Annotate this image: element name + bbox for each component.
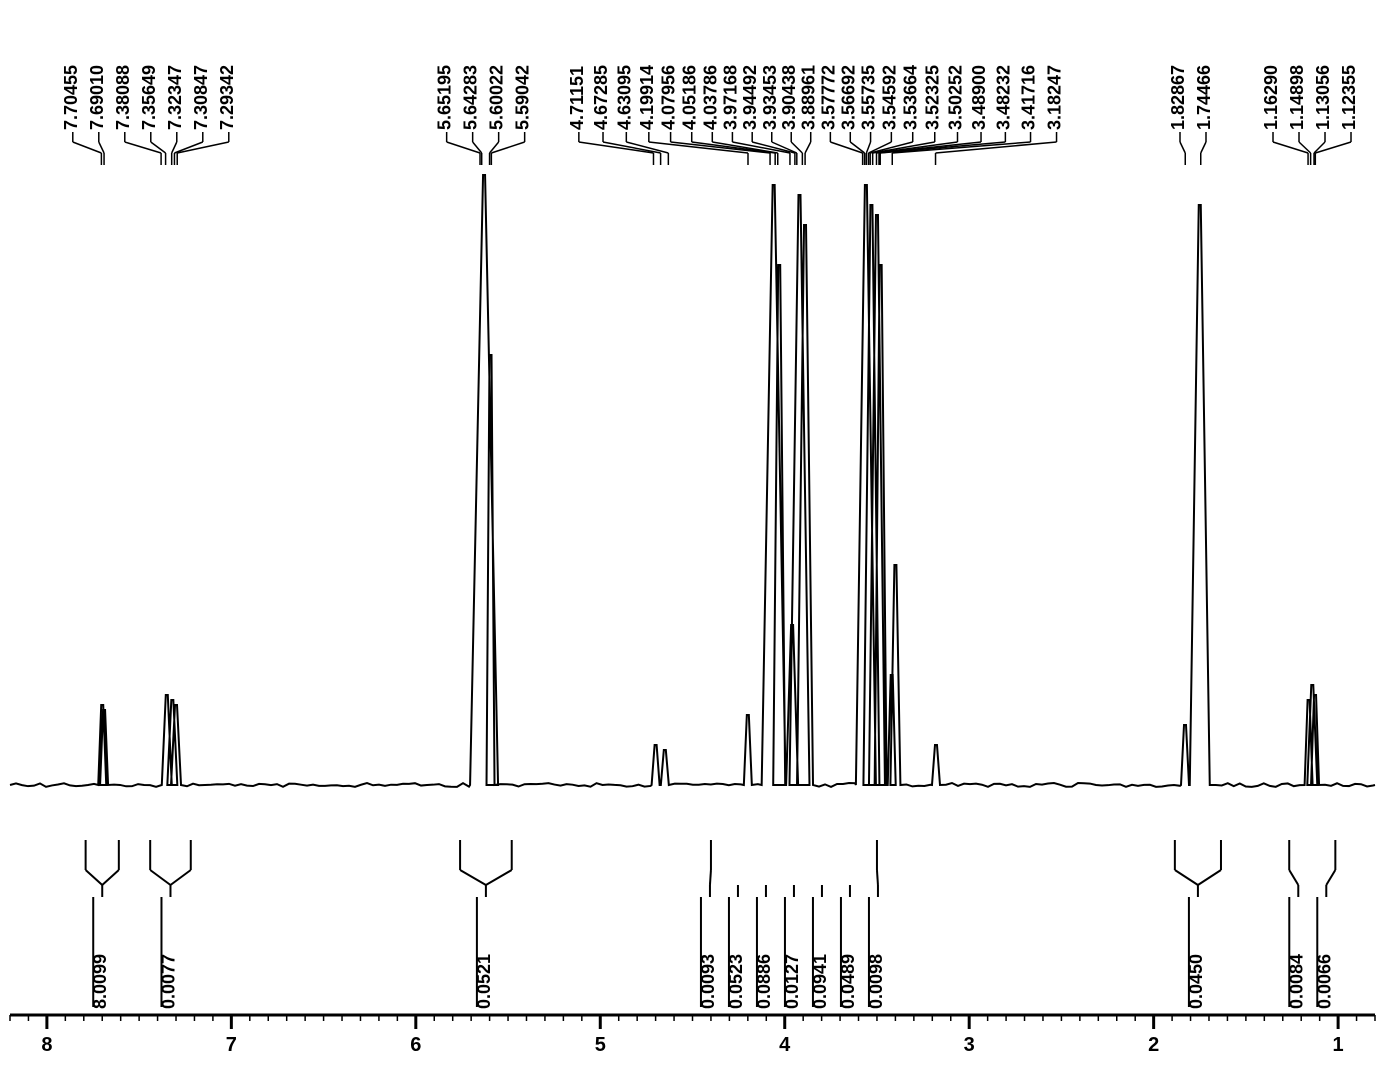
integral-label: 0.0077	[158, 954, 178, 1009]
integral-label: 8.0099	[90, 954, 110, 1009]
peak-label: 7.30847	[191, 65, 211, 130]
integral-bracket	[710, 870, 711, 885]
peak-label-guide	[177, 142, 229, 153]
integral-label: 0.0127	[782, 954, 802, 1009]
integral-bracket	[170, 870, 190, 885]
peak-label: 1.13056	[1313, 65, 1333, 130]
peak-label: 4.05186	[680, 65, 700, 130]
integral-bracket	[1198, 870, 1221, 885]
x-tick-label: 1	[1333, 1034, 1344, 1056]
peak-label: 5.60022	[487, 65, 507, 130]
x-tick-label: 7	[226, 1034, 237, 1056]
peak-label: 3.88961	[799, 65, 819, 130]
integral-bracket	[486, 870, 512, 885]
peak-label: 5.65195	[435, 65, 455, 130]
integral-bracket	[1289, 870, 1298, 885]
x-tick-label: 4	[779, 1034, 791, 1056]
peak-label: 3.90438	[779, 65, 799, 130]
x-tick-label: 2	[1148, 1034, 1159, 1056]
peak-label: 7.35649	[139, 65, 159, 130]
integral-label: 0.0066	[1314, 954, 1334, 1009]
peak-label-guide	[1315, 142, 1351, 153]
integral-label: 0.0084	[1286, 954, 1306, 1009]
peak-label: 4.71151	[567, 66, 587, 130]
peak-label-guide	[125, 142, 161, 153]
integral-bracket	[102, 870, 119, 885]
integral-label: 0.0886	[754, 954, 774, 1009]
peak-label: 3.57772	[818, 65, 838, 130]
peak-label: 1.82867	[1168, 65, 1188, 130]
integral-bracket	[150, 870, 170, 885]
peak-label: 1.16290	[1261, 65, 1281, 130]
integral-label: 0.0489	[838, 954, 858, 1009]
peak-label-guide	[805, 142, 811, 153]
peak-label: 3.94492	[740, 65, 760, 130]
peak-label: 3.18247	[1045, 65, 1065, 130]
integral-label: 0.0521	[474, 954, 494, 1009]
peak-label: 3.48900	[969, 65, 989, 130]
peak-label: 5.64283	[461, 65, 481, 130]
peak-label: 3.41716	[1019, 65, 1039, 130]
peak-label-guide	[866, 142, 870, 153]
peak-label: 3.50252	[945, 65, 965, 130]
peak-label: 7.29342	[217, 65, 237, 130]
x-tick-label: 8	[41, 1034, 52, 1056]
peak-label: 7.70455	[61, 65, 81, 130]
peak-label: 3.48232	[993, 65, 1013, 130]
peak-label: 7.32347	[165, 65, 185, 130]
peak-label-guide	[73, 142, 102, 153]
peak-label-guide	[579, 142, 654, 153]
integral-label: 0.0941	[810, 954, 830, 1009]
integral-bracket	[1326, 870, 1335, 885]
integral-bracket	[86, 870, 103, 885]
peak-label-guide	[1273, 142, 1308, 153]
integral-bracket	[877, 870, 878, 885]
peak-label: 4.67285	[591, 65, 611, 130]
spectrum-trace	[10, 175, 1375, 787]
x-tick-label: 3	[964, 1034, 975, 1056]
integral-label: 0.0098	[866, 954, 886, 1009]
integral-label: 0.0093	[698, 954, 718, 1009]
peak-label: 4.63095	[614, 65, 634, 130]
peak-label: 3.54592	[879, 65, 899, 130]
x-tick-label: 6	[410, 1034, 421, 1056]
nmr-spectrum: 7.70455 7.69010 7.38088 7.35649 7.32347 7.308…	[0, 0, 1385, 1065]
peak-label-guide	[447, 142, 480, 153]
peak-label: 3.52325	[923, 65, 943, 130]
x-tick-label: 5	[595, 1034, 606, 1056]
peak-label: 1.14898	[1287, 65, 1307, 130]
peak-label: 1.12355	[1339, 65, 1359, 130]
integral-bracket	[1175, 870, 1198, 885]
peak-label-guide	[1201, 142, 1206, 153]
peak-label: 3.53664	[901, 65, 921, 130]
peak-label: 3.55735	[859, 65, 879, 130]
peak-label: 4.19914	[637, 65, 657, 130]
integral-label: 0.0523	[726, 954, 746, 1009]
peak-label: 7.38088	[113, 65, 133, 130]
peak-label-guide	[99, 142, 104, 153]
peak-label: 3.97168	[720, 65, 740, 130]
peak-label: 3.56692	[838, 65, 858, 130]
integral-label: 0.0450	[1186, 954, 1206, 1009]
peak-label: 1.74466	[1194, 65, 1214, 130]
peak-label-guide	[174, 142, 202, 153]
peak-label: 3.93453	[760, 65, 780, 130]
peak-label-guide	[1180, 142, 1185, 153]
peak-label-guide	[172, 142, 177, 153]
peak-label: 5.59042	[513, 65, 533, 130]
peak-label: 7.69010	[87, 65, 107, 130]
peak-label: 4.03786	[700, 65, 720, 130]
integral-bracket	[460, 870, 486, 885]
peak-label: 4.07956	[659, 65, 679, 130]
